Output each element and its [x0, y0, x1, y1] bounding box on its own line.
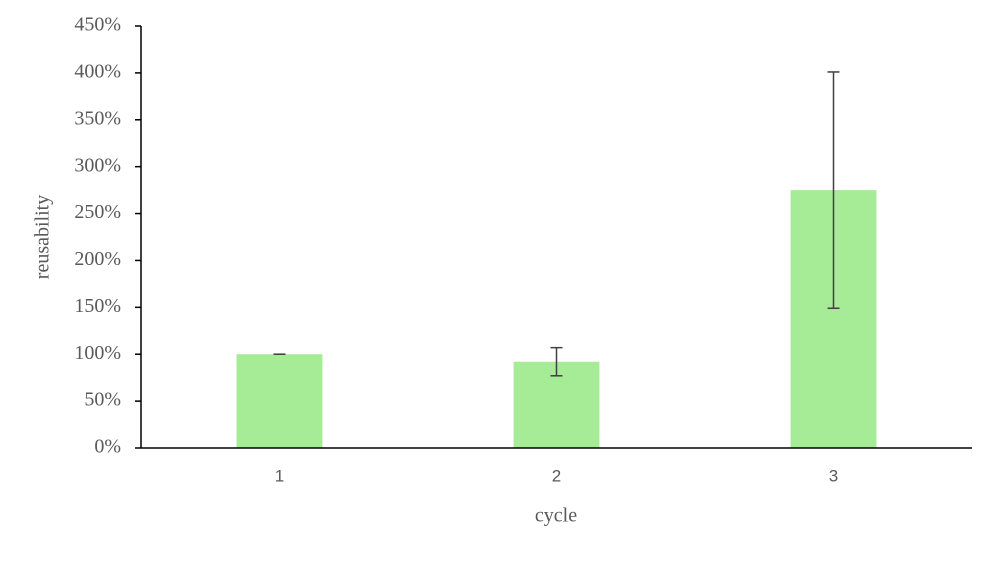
- y-axis-label: reusability: [32, 195, 54, 279]
- y-tick-label: 450%: [74, 14, 121, 36]
- y-tick-label: 50%: [84, 389, 121, 411]
- y-tick-label: 300%: [74, 154, 121, 176]
- bar: [236, 354, 323, 448]
- y-tick-label: 200%: [74, 248, 121, 270]
- y-tick-label: 400%: [74, 60, 121, 82]
- error-bar: [550, 346, 563, 377]
- x-tick-label: 2: [552, 466, 561, 485]
- y-tick-label: 100%: [74, 342, 121, 364]
- y-tick-label: 350%: [74, 107, 121, 129]
- x-axis-label: cycle: [535, 505, 577, 527]
- y-tick-label: 150%: [74, 295, 121, 317]
- y-tick-label: 250%: [74, 201, 121, 223]
- error-bar: [827, 71, 840, 310]
- x-tick-label: 1: [275, 466, 284, 485]
- y-tick-label: 0%: [94, 436, 121, 458]
- x-tick-label: 3: [829, 466, 838, 485]
